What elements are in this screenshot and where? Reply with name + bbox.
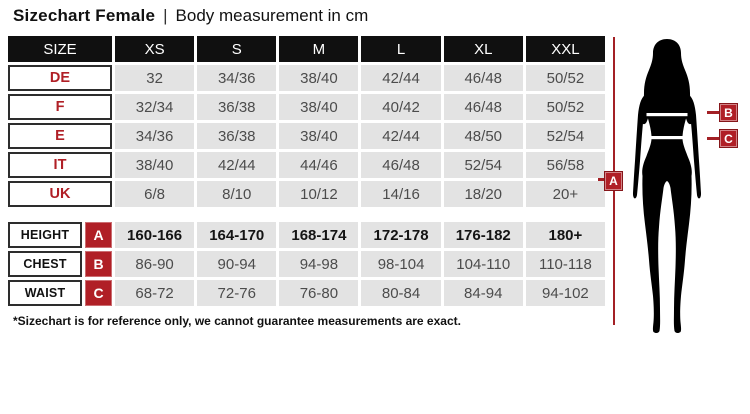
size-value-cell: 40/42	[361, 94, 441, 120]
size-value-cell: 50/52	[525, 65, 605, 91]
row-label-height: HEIGHT	[8, 222, 82, 248]
column-header-xl: XL	[443, 36, 523, 62]
marker-a-badge: A	[605, 172, 622, 190]
measurement-row-header: CHEST B	[8, 251, 112, 277]
measurement-value-cell: 80-84	[361, 280, 441, 306]
size-value-cell: 52/54	[443, 152, 523, 178]
size-value-cell: 52/54	[525, 123, 605, 149]
measurement-value-cell: 110-118	[525, 251, 605, 277]
silhouette-arm	[632, 95, 646, 199]
measurement-value-cell: 172-178	[361, 222, 441, 248]
column-header-s: S	[197, 36, 277, 62]
size-value-cell: 38/40	[115, 152, 195, 178]
measurement-value-cell: 84-94	[443, 280, 523, 306]
marker-b-badge: B	[720, 104, 737, 121]
size-value-cell: 38/40	[279, 65, 359, 91]
measurement-value-cell: 68-72	[115, 280, 195, 306]
size-value-cell: 36/38	[197, 94, 277, 120]
marker-c-cell-badge: C	[85, 280, 112, 306]
size-value-cell: 38/40	[279, 123, 359, 149]
size-value-cell: 44/46	[279, 152, 359, 178]
size-value-cell: 18/20	[443, 181, 523, 207]
size-value-cell: 50/52	[525, 94, 605, 120]
measurement-value-cell: 76-80	[279, 280, 359, 306]
size-value-cell: 42/44	[197, 152, 277, 178]
measurement-value-cell: 72-76	[197, 280, 277, 306]
size-value-cell: 36/38	[197, 123, 277, 149]
title-main: Sizechart Female	[13, 6, 156, 25]
column-header-l: L	[361, 36, 441, 62]
size-value-cell: 34/36	[197, 65, 277, 91]
page-title: Sizechart Female | Body measurement in cm	[13, 6, 368, 26]
measurement-value-cell: 104-110	[443, 251, 523, 277]
measurement-table: HEIGHT A 160-166 164-170 168-174 172-178 176-1…	[8, 222, 605, 306]
marker-c-leader-line	[707, 137, 720, 140]
size-value-cell: 46/48	[443, 65, 523, 91]
marker-b-cell-badge: B	[85, 251, 112, 277]
row-label-waist: WAIST	[8, 280, 82, 306]
column-header-xs: XS	[115, 36, 195, 62]
size-value-cell: 32/34	[115, 94, 195, 120]
measurement-value-cell: 86-90	[115, 251, 195, 277]
measurement-value-cell: 164-170	[197, 222, 277, 248]
size-table: SIZE XS S M L XL XXL DE 32 34/36 38/40 42/44 46/48 50…	[8, 36, 605, 207]
column-header-xxl: XXL	[525, 36, 605, 62]
measurement-value-cell: 168-174	[279, 222, 359, 248]
row-label-de: DE	[8, 65, 112, 91]
size-value-cell: 34/36	[115, 123, 195, 149]
row-label-e: E	[8, 123, 112, 149]
marker-c-badge: C	[720, 130, 737, 147]
chest-measure-line	[646, 113, 688, 117]
size-value-cell: 32	[115, 65, 195, 91]
measurement-value-cell: 176-182	[443, 222, 523, 248]
size-value-cell: 42/44	[361, 123, 441, 149]
size-value-cell: 56/58	[525, 152, 605, 178]
silhouette-torso-legs	[642, 84, 667, 334]
female-silhouette-image	[632, 39, 702, 334]
marker-b-leader-line	[707, 111, 720, 114]
measurement-value-cell: 160-166	[115, 222, 195, 248]
size-value-cell: 20+	[525, 181, 605, 207]
row-label-chest: CHEST	[8, 251, 82, 277]
size-value-cell: 46/48	[361, 152, 441, 178]
marker-a-cell-badge: A	[85, 222, 112, 248]
measurement-value-cell: 90-94	[197, 251, 277, 277]
measurement-value-cell: 94-102	[525, 280, 605, 306]
size-value-cell: 10/12	[279, 181, 359, 207]
waist-measure-line	[651, 136, 683, 140]
row-label-it: IT	[8, 152, 112, 178]
footnote: *Sizechart is for reference only, we can…	[13, 314, 461, 328]
size-value-cell: 8/10	[197, 181, 277, 207]
column-header-m: M	[279, 36, 359, 62]
size-value-cell: 42/44	[361, 65, 441, 91]
row-label-f: F	[8, 94, 112, 120]
size-value-cell: 48/50	[443, 123, 523, 149]
row-label-uk: UK	[8, 181, 112, 207]
measurement-value-cell: 94-98	[279, 251, 359, 277]
title-subtitle: Body measurement in cm	[175, 6, 369, 25]
size-value-cell: 46/48	[443, 94, 523, 120]
measurement-row-header: WAIST C	[8, 280, 112, 306]
title-separator: |	[163, 6, 168, 25]
size-value-cell: 38/40	[279, 94, 359, 120]
height-measure-tick	[598, 178, 606, 181]
measurement-value-cell: 180+	[525, 222, 605, 248]
size-value-cell: 14/16	[361, 181, 441, 207]
measurement-row-header: HEIGHT A	[8, 222, 112, 248]
column-header-size: SIZE	[8, 36, 112, 62]
measurement-value-cell: 98-104	[361, 251, 441, 277]
size-value-cell: 6/8	[115, 181, 195, 207]
